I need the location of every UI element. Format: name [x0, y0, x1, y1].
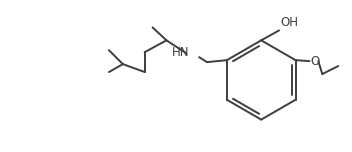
Text: OH: OH [280, 16, 298, 29]
Text: O: O [310, 55, 320, 68]
Text: HN: HN [172, 46, 189, 59]
